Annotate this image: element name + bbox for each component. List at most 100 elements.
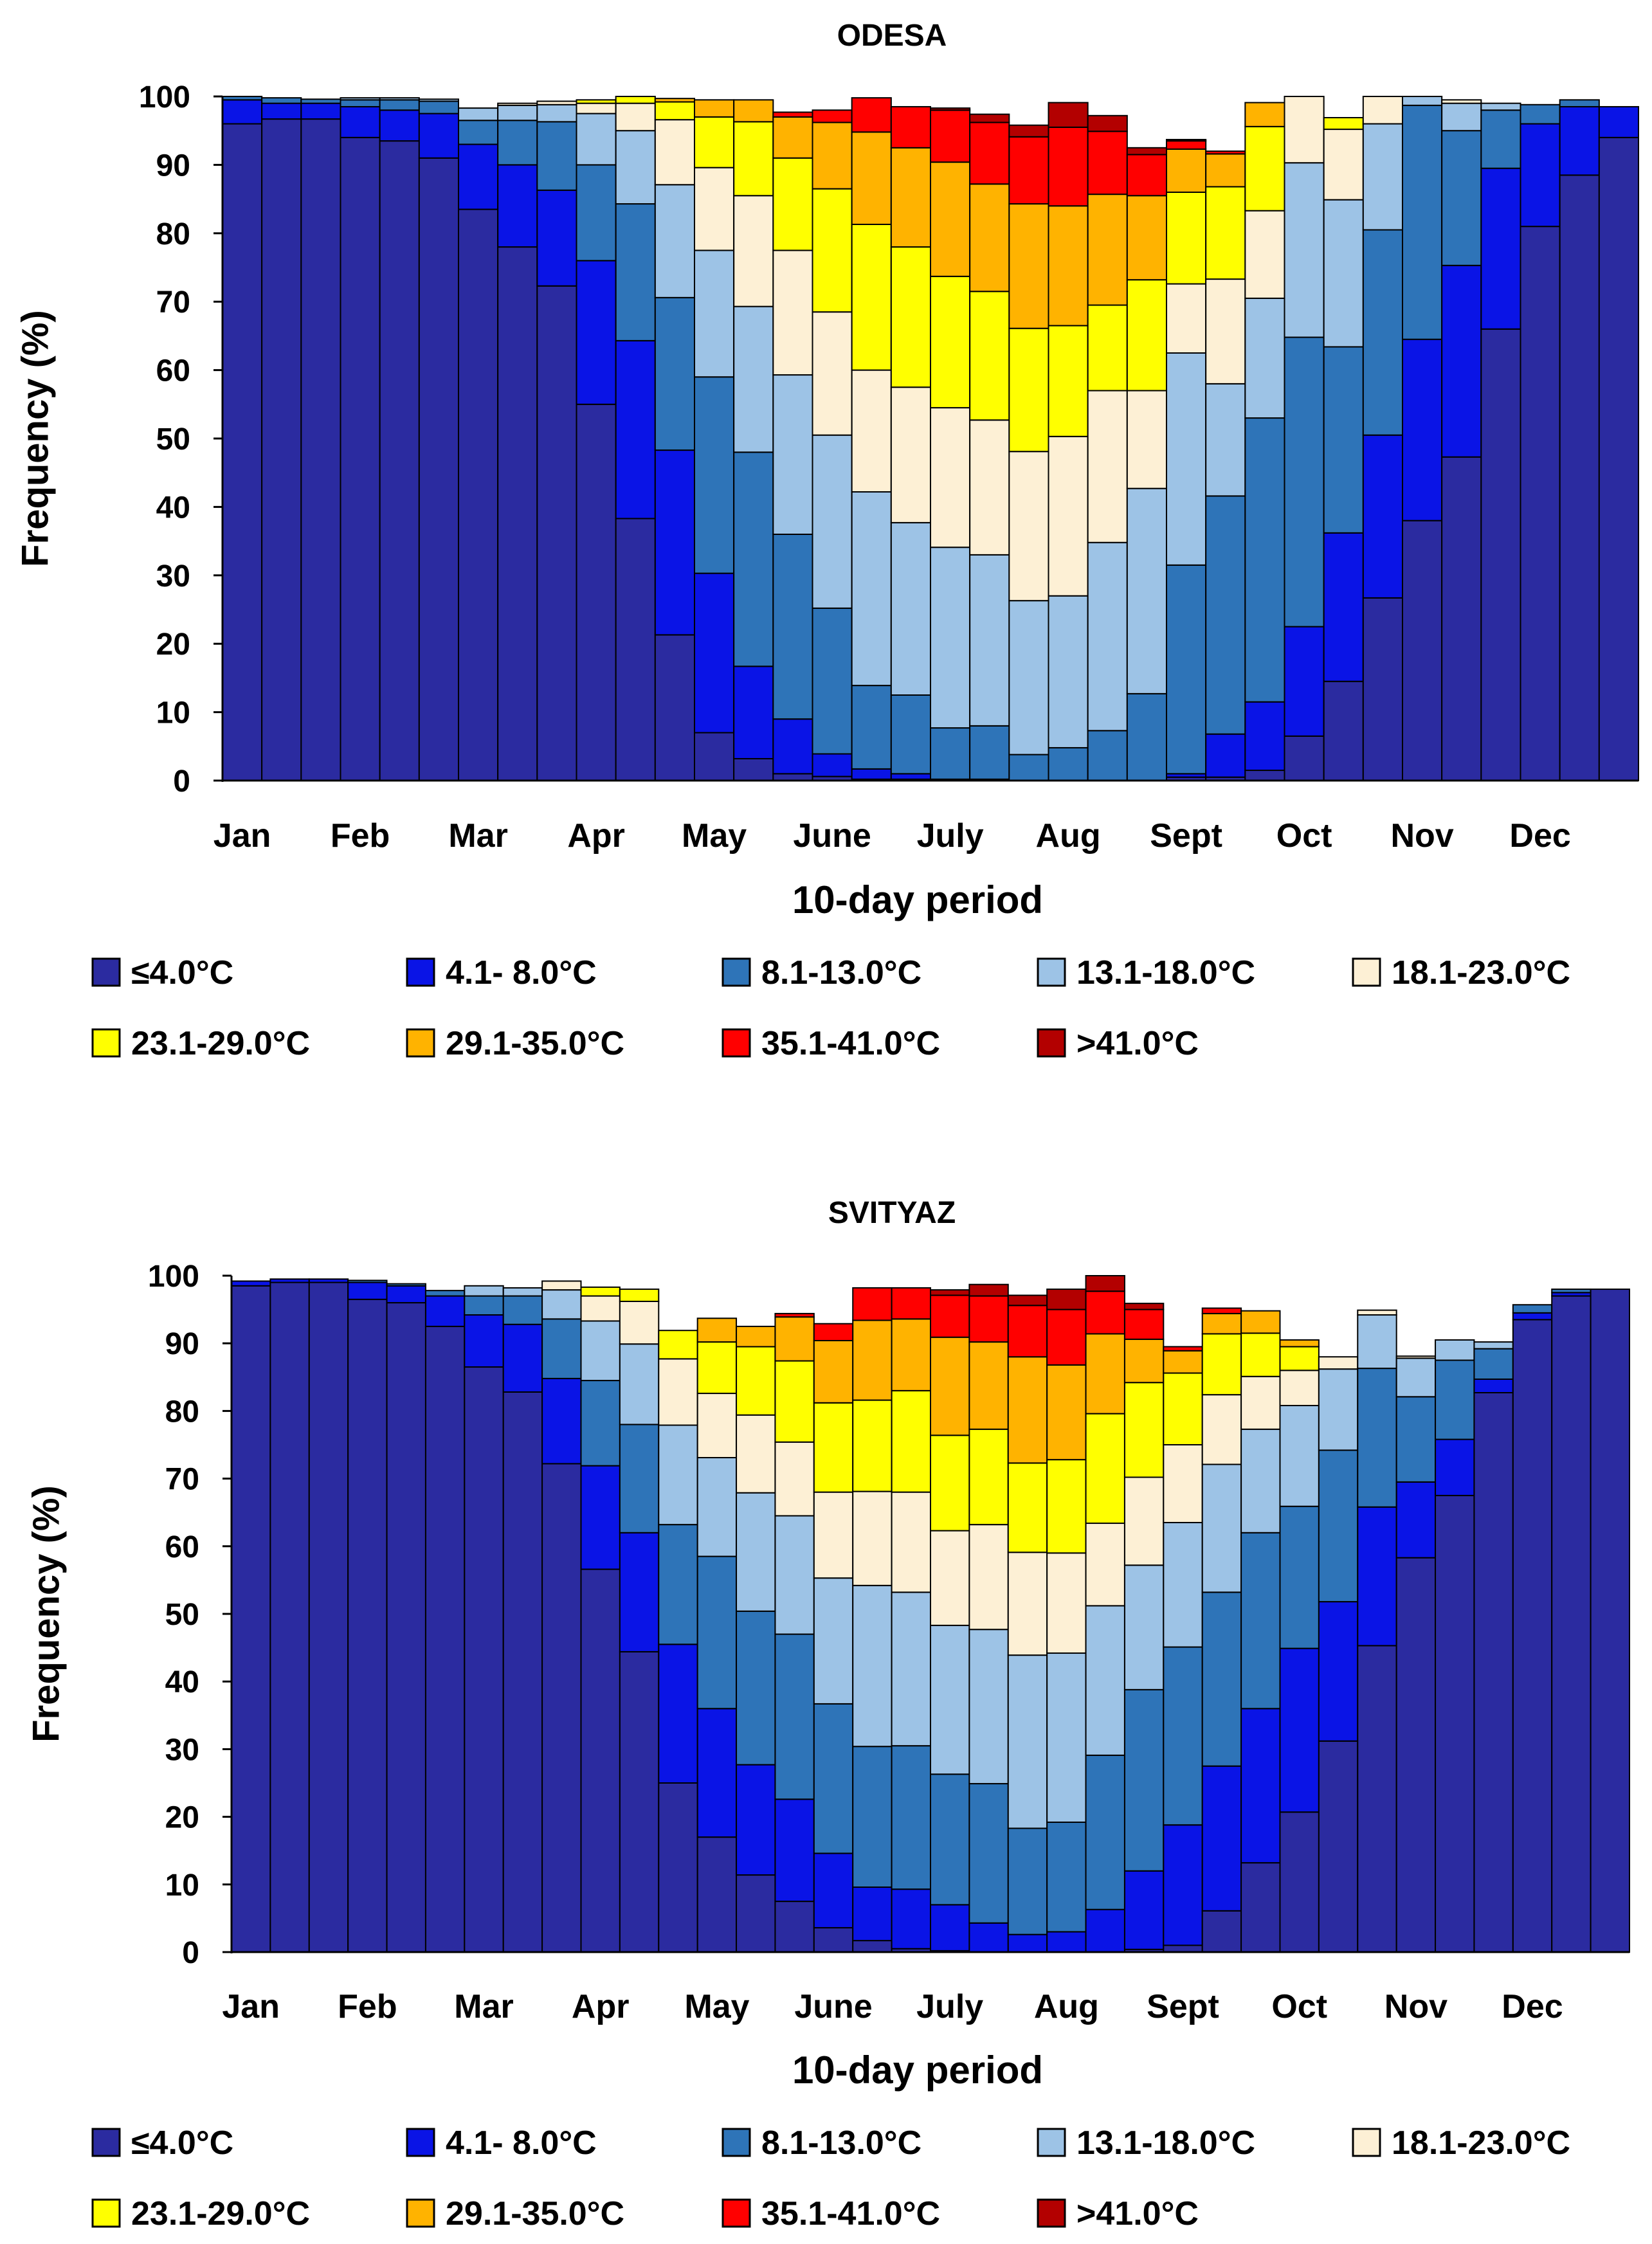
bar-segment — [1362, 229, 1404, 436]
bar-segment — [1395, 1357, 1437, 1398]
bar-segment — [812, 188, 853, 313]
bar-segment — [536, 121, 577, 191]
bar-segment — [340, 105, 381, 138]
bar-segment — [968, 1524, 1009, 1631]
bar-segment — [891, 1287, 931, 1320]
legend-swatch — [1352, 957, 1381, 987]
legend-label: 35.1-41.0°C — [761, 2195, 940, 2232]
bar-segment — [851, 369, 892, 493]
bar-segment — [1284, 626, 1325, 737]
bar-segment — [930, 1773, 970, 1906]
bar-segment — [890, 147, 931, 248]
bar-segment — [1473, 1341, 1514, 1350]
bar-segment — [222, 96, 263, 101]
bar-segment — [1480, 109, 1521, 169]
bar-segment — [851, 223, 892, 371]
y-tick-label: 70 — [156, 285, 190, 320]
x-tick-label: May — [682, 817, 747, 855]
bar-segment — [424, 1295, 466, 1327]
bar-segment — [619, 1300, 660, 1345]
y-tick-label: 100 — [139, 80, 190, 114]
bar-segment — [580, 1295, 621, 1322]
bar-segment — [1559, 105, 1600, 176]
bar-segment — [1007, 1654, 1048, 1829]
bar-segment — [1512, 1319, 1553, 1953]
bar-segment — [615, 102, 656, 132]
bar-segment — [930, 1624, 970, 1775]
bar-segment — [930, 1289, 970, 1296]
bar-segment — [1163, 1346, 1203, 1352]
bar-segment — [1123, 1564, 1165, 1690]
bar-segment — [969, 554, 1010, 727]
bar-segment — [891, 1389, 931, 1493]
legend-label: 18.1-23.0°C — [1392, 2124, 1570, 2162]
bar-segment — [541, 1377, 582, 1465]
bar-segment — [1205, 383, 1246, 497]
bar-segment — [1402, 96, 1443, 106]
bar-segment — [658, 1330, 698, 1360]
bar-segment — [576, 102, 617, 114]
legend-label: >41.0°C — [1076, 2195, 1199, 2232]
x-tick-label: Mar — [454, 1988, 513, 2025]
x-tick-label: Jan — [222, 1988, 280, 2025]
bar-segment — [658, 1782, 698, 1953]
legend-label: 18.1-23.0°C — [1392, 954, 1570, 991]
x-tick-label: Feb — [331, 817, 390, 855]
y-tick-label: 70 — [165, 1463, 199, 1497]
bars — [231, 1275, 1631, 1953]
bar-segment — [851, 768, 892, 780]
bar-segment — [379, 140, 420, 782]
legend-label: 23.1-29.0°C — [131, 1025, 310, 1062]
bar-segment — [654, 101, 696, 121]
bar-segment — [1395, 1355, 1437, 1359]
legend-swatch — [406, 2128, 435, 2157]
x-tick-label: Mar — [448, 817, 507, 855]
bar-segment — [1435, 1339, 1475, 1361]
bar-segment — [969, 419, 1010, 556]
bar-segment — [1284, 96, 1325, 164]
x-tick-label: Oct — [1271, 1988, 1327, 2025]
bar-segment — [347, 1280, 388, 1283]
bar-segment — [658, 1424, 698, 1526]
bar-segment — [969, 122, 1010, 185]
bar-segment — [1244, 125, 1285, 212]
bar-segment — [1166, 148, 1207, 193]
bar-segment — [772, 374, 813, 535]
bar-segment — [458, 107, 499, 122]
bar-segment — [696, 1341, 738, 1395]
x-tick-label: Dec — [1502, 1988, 1563, 2025]
bar-segment — [619, 1532, 660, 1652]
y-tick-label: 60 — [165, 1530, 199, 1564]
bar-segment — [222, 99, 263, 125]
y-tick-label: 90 — [156, 149, 190, 183]
legend-swatch — [91, 2128, 121, 2157]
bar-segment — [1085, 1908, 1125, 1953]
bar-segment — [694, 572, 735, 734]
bar-segment — [1318, 1740, 1359, 1953]
bar-segment — [1046, 1459, 1087, 1554]
legend-label: 8.1-13.0°C — [761, 2124, 921, 2162]
legend-swatch — [406, 2198, 435, 2228]
legend-swatch — [406, 1028, 435, 1058]
bar-segment — [1205, 153, 1246, 188]
bar-segment — [1279, 1811, 1320, 1953]
bar-segment — [1201, 1910, 1242, 1953]
bar-segment — [890, 246, 931, 388]
bar-segment — [1323, 199, 1364, 348]
bar-segment — [464, 1314, 504, 1368]
bar-segment — [1201, 1333, 1242, 1396]
chart-title: ODESA — [837, 19, 947, 53]
bar-segment — [1048, 325, 1089, 437]
bar-segment — [658, 1643, 698, 1784]
legend-label: ≤4.0°C — [131, 954, 233, 991]
x-tick-label: July — [917, 817, 984, 855]
bar-segment — [1244, 701, 1285, 772]
x-tick-label: Nov — [1384, 1988, 1448, 2025]
bar-segment — [1008, 136, 1049, 205]
bar-segment — [1126, 692, 1167, 781]
bar-segment — [580, 1568, 621, 1953]
bar-segment — [231, 1280, 271, 1287]
x-tick-label: Nov — [1390, 817, 1453, 855]
bar-segment — [890, 773, 931, 780]
bar-segment — [812, 311, 853, 436]
